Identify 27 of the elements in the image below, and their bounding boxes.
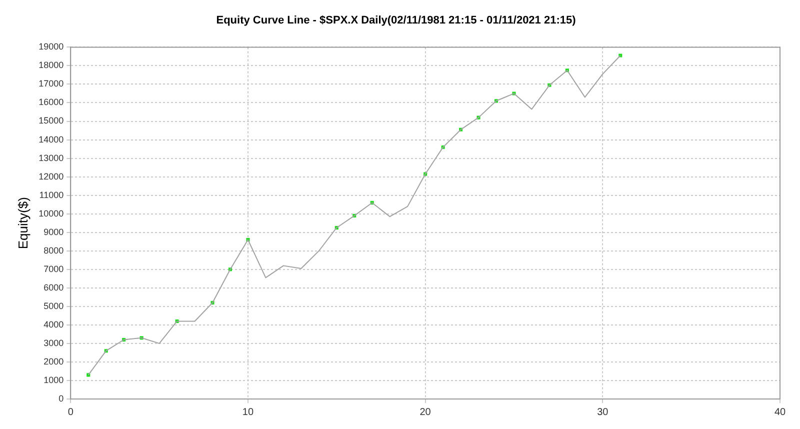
- y-tick-label: 18000: [38, 60, 64, 70]
- y-axis-title: Equity($): [15, 197, 30, 250]
- y-tick-label: 0: [58, 393, 64, 404]
- y-tick-label: 6000: [44, 282, 64, 292]
- x-tick-label: 0: [68, 406, 74, 418]
- y-tick-label: 14000: [38, 134, 64, 144]
- y-tick-label: 4000: [44, 319, 64, 330]
- y-tick-label: 17000: [38, 78, 64, 89]
- x-tick-label: 30: [597, 406, 609, 418]
- y-tick-label: 16000: [38, 97, 64, 108]
- chart-title: Equity Curve Line - $SPX.X Daily(02/11/1981 21:15 - 01/11/2021 21:15): [216, 14, 576, 27]
- y-tick-label: 2000: [44, 356, 64, 366]
- y-tick-label: 1000: [44, 374, 64, 385]
- x-tick-label: 10: [242, 406, 254, 418]
- y-tick-label: 3000: [44, 338, 64, 348]
- y-tick-label: 13000: [38, 152, 64, 163]
- x-tick-label: 40: [774, 406, 786, 418]
- y-tick-label: 19000: [38, 42, 64, 52]
- y-tick-label: 10000: [38, 208, 64, 218]
- y-tick-label: 11000: [39, 190, 64, 200]
- y-tick-label: 12000: [38, 171, 64, 182]
- y-tick-label: 15000: [38, 116, 64, 126]
- x-tick-label: 20: [420, 406, 432, 418]
- y-tick-label: 9000: [44, 226, 64, 237]
- y-tick-label: 8000: [44, 245, 64, 256]
- y-tick-label: 5000: [44, 300, 64, 311]
- y-tick-label: 7000: [44, 264, 64, 274]
